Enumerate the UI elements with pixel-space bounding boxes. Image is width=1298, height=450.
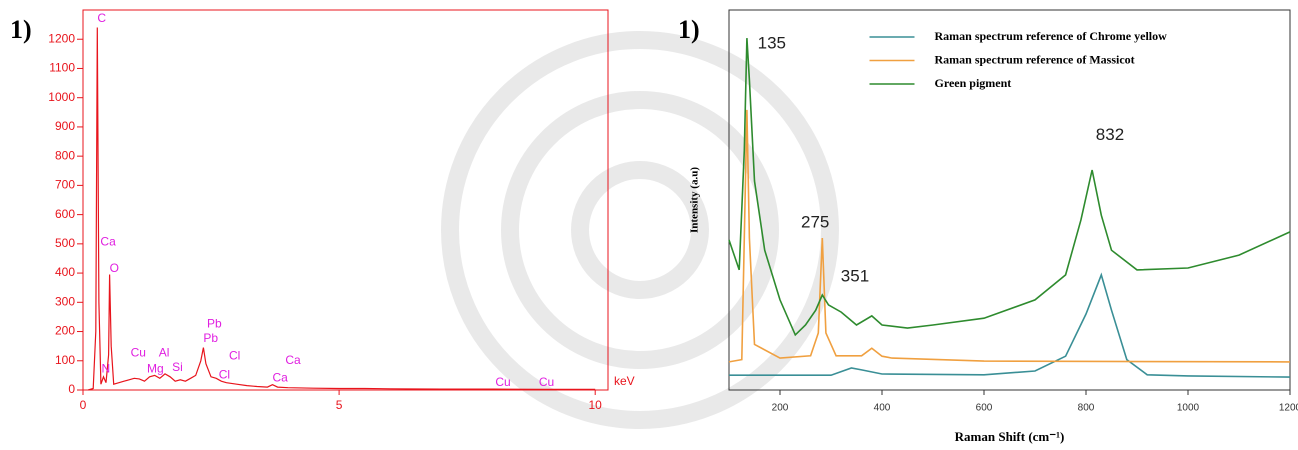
peak-label: 351 <box>841 267 869 286</box>
element-label: O <box>110 261 119 275</box>
x-tick-label: 800 <box>1078 403 1095 414</box>
element-label: Ca <box>100 235 116 249</box>
panel-label: 1) <box>678 15 700 44</box>
element-label: Cl <box>229 349 240 363</box>
element-label: Al <box>159 346 170 360</box>
peak-label: 275 <box>801 212 829 231</box>
element-label: N <box>101 362 110 376</box>
watermark <box>441 31 839 429</box>
x-axis-label: keV <box>614 374 635 388</box>
x-tick-label: 400 <box>874 403 891 414</box>
y-tick-label: 200 <box>55 324 75 338</box>
x-tick-label: 0 <box>80 398 87 412</box>
element-label: Ca <box>273 370 289 384</box>
y-axis-label: Intensity (a.u) <box>689 167 701 233</box>
y-tick-label: 300 <box>55 294 75 308</box>
plot-frame <box>728 9 1291 391</box>
element-label: Cu <box>131 346 146 360</box>
y-tick-label: 400 <box>55 265 75 279</box>
element-label: Ca <box>285 353 301 367</box>
x-tick-label: 200 <box>772 403 789 414</box>
element-label: Si <box>172 360 183 374</box>
y-tick-label: 800 <box>55 148 75 162</box>
spectrum-line <box>728 109 1291 363</box>
legend-label: Raman spectrum reference of Chrome yello… <box>935 29 1168 43</box>
y-tick-label: 0 <box>68 382 75 396</box>
y-tick-label: 900 <box>55 119 75 133</box>
element-label: Pb <box>203 331 218 345</box>
spectrum-line <box>729 272 1291 378</box>
x-tick-label: 600 <box>976 403 993 414</box>
x-axis-label: Raman Shift (cm⁻¹) <box>955 429 1065 444</box>
y-tick-label: 1200 <box>48 31 75 45</box>
element-label: C <box>97 11 106 25</box>
panel-label: 1) <box>10 15 32 44</box>
y-tick-label: 100 <box>55 353 75 367</box>
y-tick-label: 1100 <box>49 61 75 75</box>
peak-label: 832 <box>1096 125 1124 144</box>
legend-label: Raman spectrum reference of Massicot <box>935 52 1135 66</box>
element-label: Cu <box>495 375 510 389</box>
y-tick-label: 1000 <box>48 90 75 104</box>
y-tick-label: 500 <box>55 236 75 250</box>
y-tick-label: 600 <box>55 207 75 221</box>
x-tick-label: 10 <box>589 398 603 412</box>
element-label: Pb <box>207 316 222 330</box>
element-label: Cu <box>539 375 554 389</box>
x-tick-label: 1000 <box>1177 403 1200 414</box>
element-label: Mg <box>147 362 164 376</box>
peak-label: 135 <box>758 34 786 53</box>
legend-label: Green pigment <box>935 76 1012 90</box>
plot-frame <box>82 9 609 391</box>
x-tick-label: 5 <box>336 398 343 412</box>
x-tick-label: 1200 <box>1279 403 1298 414</box>
spectrum-line <box>728 38 1291 337</box>
element-label: Cl <box>219 368 230 382</box>
spectrum-line <box>87 27 596 391</box>
y-tick-label: 700 <box>55 178 75 192</box>
